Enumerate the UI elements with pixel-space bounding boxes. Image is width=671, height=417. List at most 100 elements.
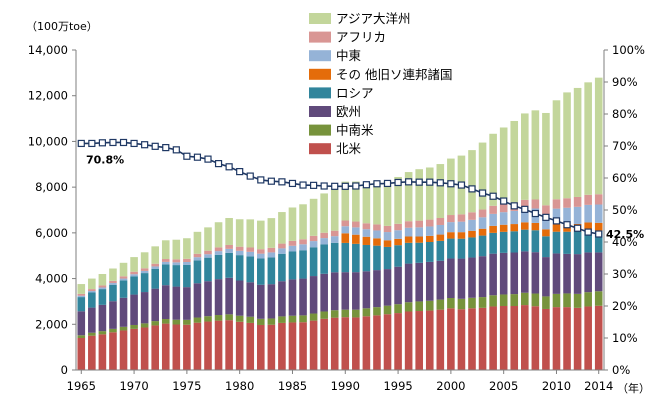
- bar-segment-s3-1974: [172, 265, 181, 287]
- bar-segment-s2-1994: [383, 269, 392, 306]
- bar-segment-s5-1992: [362, 229, 371, 237]
- x-tick-label: 2014: [584, 379, 613, 393]
- bar-segment-s2-1992: [362, 271, 371, 309]
- bar-segment-s7-1987: [309, 198, 318, 236]
- bar-segment-s5-1988: [320, 238, 328, 245]
- bar-segment-s3-1968: [109, 284, 117, 302]
- bar-segment-s7-1982: [257, 220, 265, 250]
- bar-segment-s0-2014: [594, 305, 603, 370]
- bar-segment-s0-1977: [204, 321, 212, 370]
- bar-segment-s5-2002: [468, 219, 476, 231]
- bar-segment-s7-1967: [98, 274, 107, 286]
- share-point-1966: [88, 139, 96, 148]
- bar-segment-s2-2008: [531, 252, 540, 294]
- bar-segment-s6-1990: [341, 220, 350, 227]
- bar-segment-s6-2009: [542, 205, 550, 215]
- bar-segment-s4-1996: [404, 236, 413, 243]
- bar-segment-s6-1982: [257, 249, 265, 254]
- bar-segment-s3-1986: [299, 250, 307, 279]
- share-point-2004: [489, 192, 497, 200]
- bar-segment-s6-1976: [193, 253, 202, 258]
- bar-segment-s3-1995: [394, 245, 402, 267]
- bar-segment-s6-1998: [425, 219, 434, 227]
- bar-segment-s3-1996: [404, 242, 413, 264]
- right-tick-label: 100%: [612, 43, 645, 57]
- bar-segment-s3-1998: [425, 242, 434, 262]
- bar-segment-s0-1967: [98, 334, 107, 370]
- bar-segment-s2-1990: [341, 272, 350, 310]
- bar-segment-s6-2014: [594, 194, 603, 205]
- bar-segment-s6-1978: [214, 247, 223, 252]
- bar-segment-s6-1980: [235, 246, 244, 251]
- bar-segment-s3-1992: [362, 244, 371, 272]
- bar-segment-s2-1975: [183, 287, 191, 320]
- bar-segment-s3-1975: [183, 264, 191, 288]
- bar-segment-s2-1974: [172, 286, 181, 320]
- bar-segment-s1-1993: [373, 307, 381, 316]
- bar-segment-s7-2013: [584, 82, 592, 195]
- bar-segment-s7-1966: [88, 278, 96, 290]
- bar-segment-s5-1990: [341, 226, 350, 234]
- bar-segment-s6-1995: [394, 223, 402, 231]
- bar-segment-s7-1998: [425, 167, 434, 220]
- bar-segment-s0-2004: [489, 306, 497, 370]
- bar-segment-s6-1992: [362, 223, 371, 230]
- share-point-1990: [341, 182, 349, 190]
- bar-segment-s5-1976: [193, 257, 202, 261]
- bar-segment-s0-1966: [88, 335, 96, 370]
- bar-segment-s1-1971: [140, 323, 149, 328]
- bar-segment-s1-2005: [499, 294, 508, 306]
- bar-segment-s5-2012: [573, 206, 582, 224]
- bar-segment-s7-1991: [352, 181, 360, 222]
- bar-segment-s0-1965: [77, 338, 86, 370]
- bar-segment-s1-1979: [225, 314, 233, 321]
- bar-segment-s3-2007: [521, 229, 529, 252]
- share-point-2011: [563, 221, 571, 229]
- bar-segment-s5-2009: [542, 214, 550, 230]
- legend-swatch: [309, 106, 331, 117]
- share-line: [77, 138, 603, 238]
- bar-segment-s4-2009: [542, 229, 550, 237]
- bar-segment-s7-1985: [288, 207, 297, 241]
- bar-segment-s5-1975: [183, 262, 191, 265]
- bar-segment-s1-1985: [288, 315, 297, 323]
- bar-segment-s1-1998: [425, 300, 434, 311]
- x-tick-label: 1975: [172, 379, 201, 393]
- share-point-1983: [267, 177, 275, 185]
- bar-segment-s0-1993: [373, 315, 381, 370]
- bar-segment-s3-1997: [415, 242, 423, 263]
- bar-segment-s0-1982: [257, 324, 265, 370]
- x-tick-label: 1985: [278, 379, 307, 393]
- bar-segment-s5-1987: [309, 241, 318, 248]
- bar-segment-s7-2012: [573, 87, 582, 197]
- legend-label: アジア大洋州: [336, 11, 411, 26]
- bar-segment-s4-2007: [521, 222, 529, 230]
- bar-segment-s5-1979: [225, 248, 233, 253]
- share-point-1973: [162, 144, 170, 152]
- bar-segment-s5-2001: [457, 221, 466, 233]
- bar-segment-s4-2006: [510, 224, 519, 232]
- legend-label: その 他旧ソ連邦諸国: [336, 67, 452, 82]
- bar-segment-s5-2005: [499, 212, 508, 225]
- bar-segment-s5-1977: [204, 254, 212, 258]
- x-tick-label: 2000: [436, 379, 465, 393]
- bar-segment-s0-1983: [267, 324, 276, 370]
- bar-segment-s3-1967: [98, 289, 107, 305]
- bar-segment-s5-2004: [489, 213, 497, 226]
- share-point-1995: [394, 178, 402, 187]
- bar-segment-s6-2003: [478, 209, 487, 218]
- bar-segment-s6-1996: [404, 221, 413, 228]
- bar-segment-s1-1972: [151, 321, 159, 326]
- bar-segment-s7-1968: [109, 268, 117, 281]
- x-tick-label: 1990: [331, 379, 360, 393]
- bar-segment-s1-2006: [510, 294, 519, 306]
- bar-segment-s1-1989: [330, 310, 339, 318]
- bar-segment-s4-2014: [594, 222, 603, 231]
- share-point-1985: [288, 179, 297, 188]
- bar-segment-s7-1999: [436, 164, 445, 218]
- bar-segment-s2-1988: [320, 273, 328, 312]
- bar-segment-s2-1982: [257, 284, 265, 319]
- bar-segment-s0-1995: [394, 313, 402, 370]
- bar-segment-s2-1967: [98, 304, 107, 332]
